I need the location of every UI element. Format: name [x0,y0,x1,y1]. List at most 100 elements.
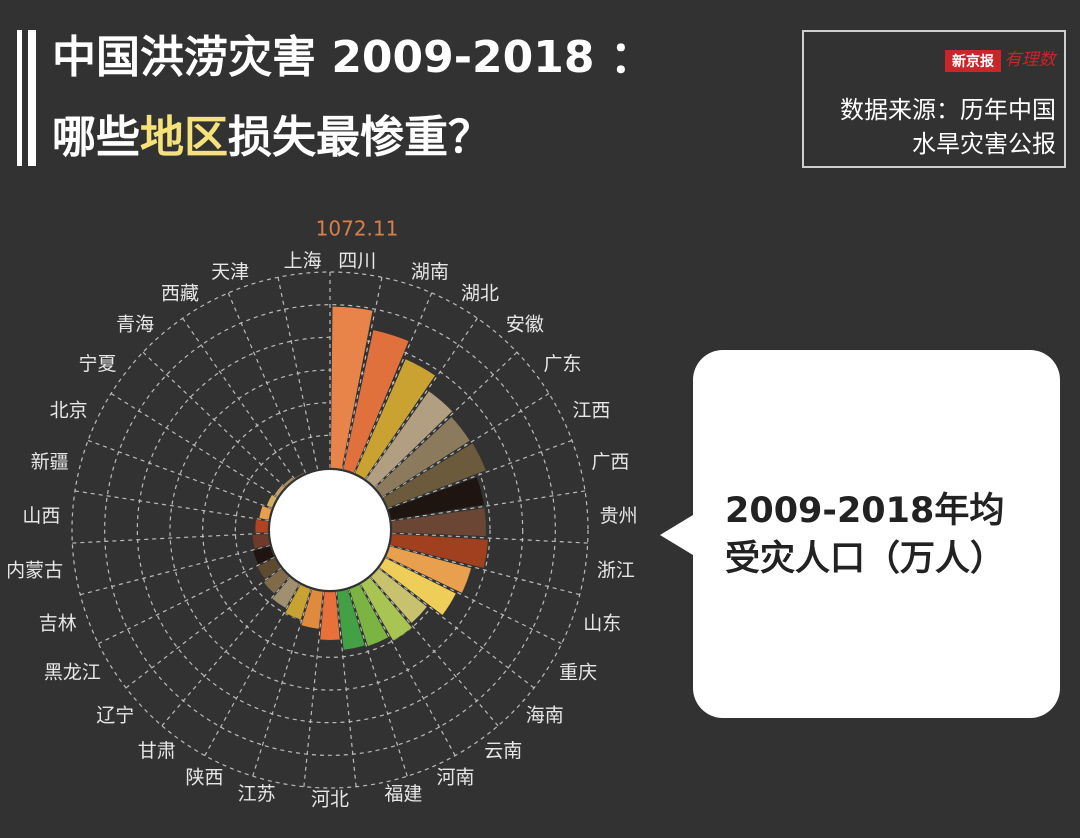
grid-spoke [341,277,383,470]
category-label: 河南 [436,767,474,789]
grid-spoke [347,588,408,777]
value-label: 1072.11 [316,217,399,241]
category-label: 云南 [484,740,522,762]
bar [317,467,330,470]
grid-ring [71,271,589,789]
bar [305,468,318,474]
bar [266,494,278,509]
grid-spoke [391,532,588,544]
bar [348,584,389,647]
grid-spoke [161,576,291,727]
logo-text: 有理数 [1005,50,1058,70]
category-label: 天津 [211,261,249,283]
category-label: 江苏 [238,783,276,805]
callout-box [693,350,1060,718]
grid-spoke [204,583,301,756]
hole [270,470,390,590]
category-label: 河北 [311,789,349,811]
bar [252,533,271,550]
grid-spoke [74,490,269,522]
bar [300,589,324,630]
logo-text: 新京报 [952,53,994,70]
category-label: 浙江 [597,559,635,581]
callout-text: 2009-2018年均 [725,491,1004,531]
bar [382,442,487,509]
subtitle: 哪些地区损失最惨重？ [52,112,492,163]
bar [375,416,471,498]
bar [294,471,306,480]
category-label: 黑龙江 [44,661,101,683]
bar [391,507,487,537]
grid-spoke [378,567,535,689]
logo-box [945,50,1001,72]
category-label: 陕西 [186,767,224,789]
bar [370,568,428,624]
category-label: 吉林 [39,612,77,634]
grid-spoke [98,556,275,645]
grid-spoke [353,292,433,474]
bar [319,591,341,641]
category-label: 甘肃 [138,740,176,762]
grid-spoke [87,439,273,510]
subtitle-highlight: 地区 [140,112,228,163]
grid-spoke [389,544,580,596]
bar [385,545,472,594]
bar [354,358,436,480]
category-label: 内蒙古 [6,559,63,581]
bar [263,568,290,595]
source-text: 数据来源：历年中国 [840,96,1056,124]
category-label: 宁夏 [78,353,116,375]
bar [282,476,295,488]
grid-spoke [182,317,296,480]
bar [284,584,312,621]
subtitle-part: 损失最惨重？ [228,112,492,163]
subtitle-part: 哪些 [52,112,140,163]
bar [365,390,453,488]
category-label: 广西 [591,451,629,473]
category-label: 辽宁 [96,705,134,727]
category-label: 四川 [338,250,376,272]
grid-spoke [369,576,499,727]
category-label: 上海 [284,250,322,272]
grid-spoke [110,393,278,498]
category-label: 湖南 [411,261,449,283]
callout-pointer [660,515,693,555]
category-label: 山东 [583,612,621,634]
grid-spoke [359,583,456,756]
bar [342,329,410,474]
category-label: 新疆 [31,451,69,473]
category-label: 广东 [544,353,582,375]
title-bar [28,30,36,166]
category-label: 贵州 [600,505,638,527]
category-label: 重庆 [559,661,597,683]
bar [388,476,485,521]
grid-spoke [277,277,319,470]
grid-spoke [385,556,562,645]
bar [258,505,272,521]
category-label: 山西 [22,505,60,527]
grid-spoke [142,351,286,488]
bar [379,557,457,616]
grid-spoke [303,591,325,787]
grid-spoke [387,439,573,510]
bar [389,533,489,569]
grid-ring [104,304,556,756]
grid-spoke [80,544,271,596]
category-label: 福建 [384,783,422,805]
bar [360,577,413,642]
bar [252,545,275,565]
bar [336,589,366,651]
grid-spoke [252,588,313,777]
category-label: 江西 [572,400,610,422]
grid-spoke [374,351,518,488]
category-label: 海南 [526,705,564,727]
category-label: 湖北 [461,282,499,304]
bar [256,557,281,580]
title: 中国洪涝灾害 2009-2018 ： [52,32,654,83]
bar [330,306,374,470]
bar [254,519,269,534]
category-label: 北京 [50,400,88,422]
grid-spoke [335,591,357,787]
source-text: 水旱灾害公报 [912,130,1056,158]
